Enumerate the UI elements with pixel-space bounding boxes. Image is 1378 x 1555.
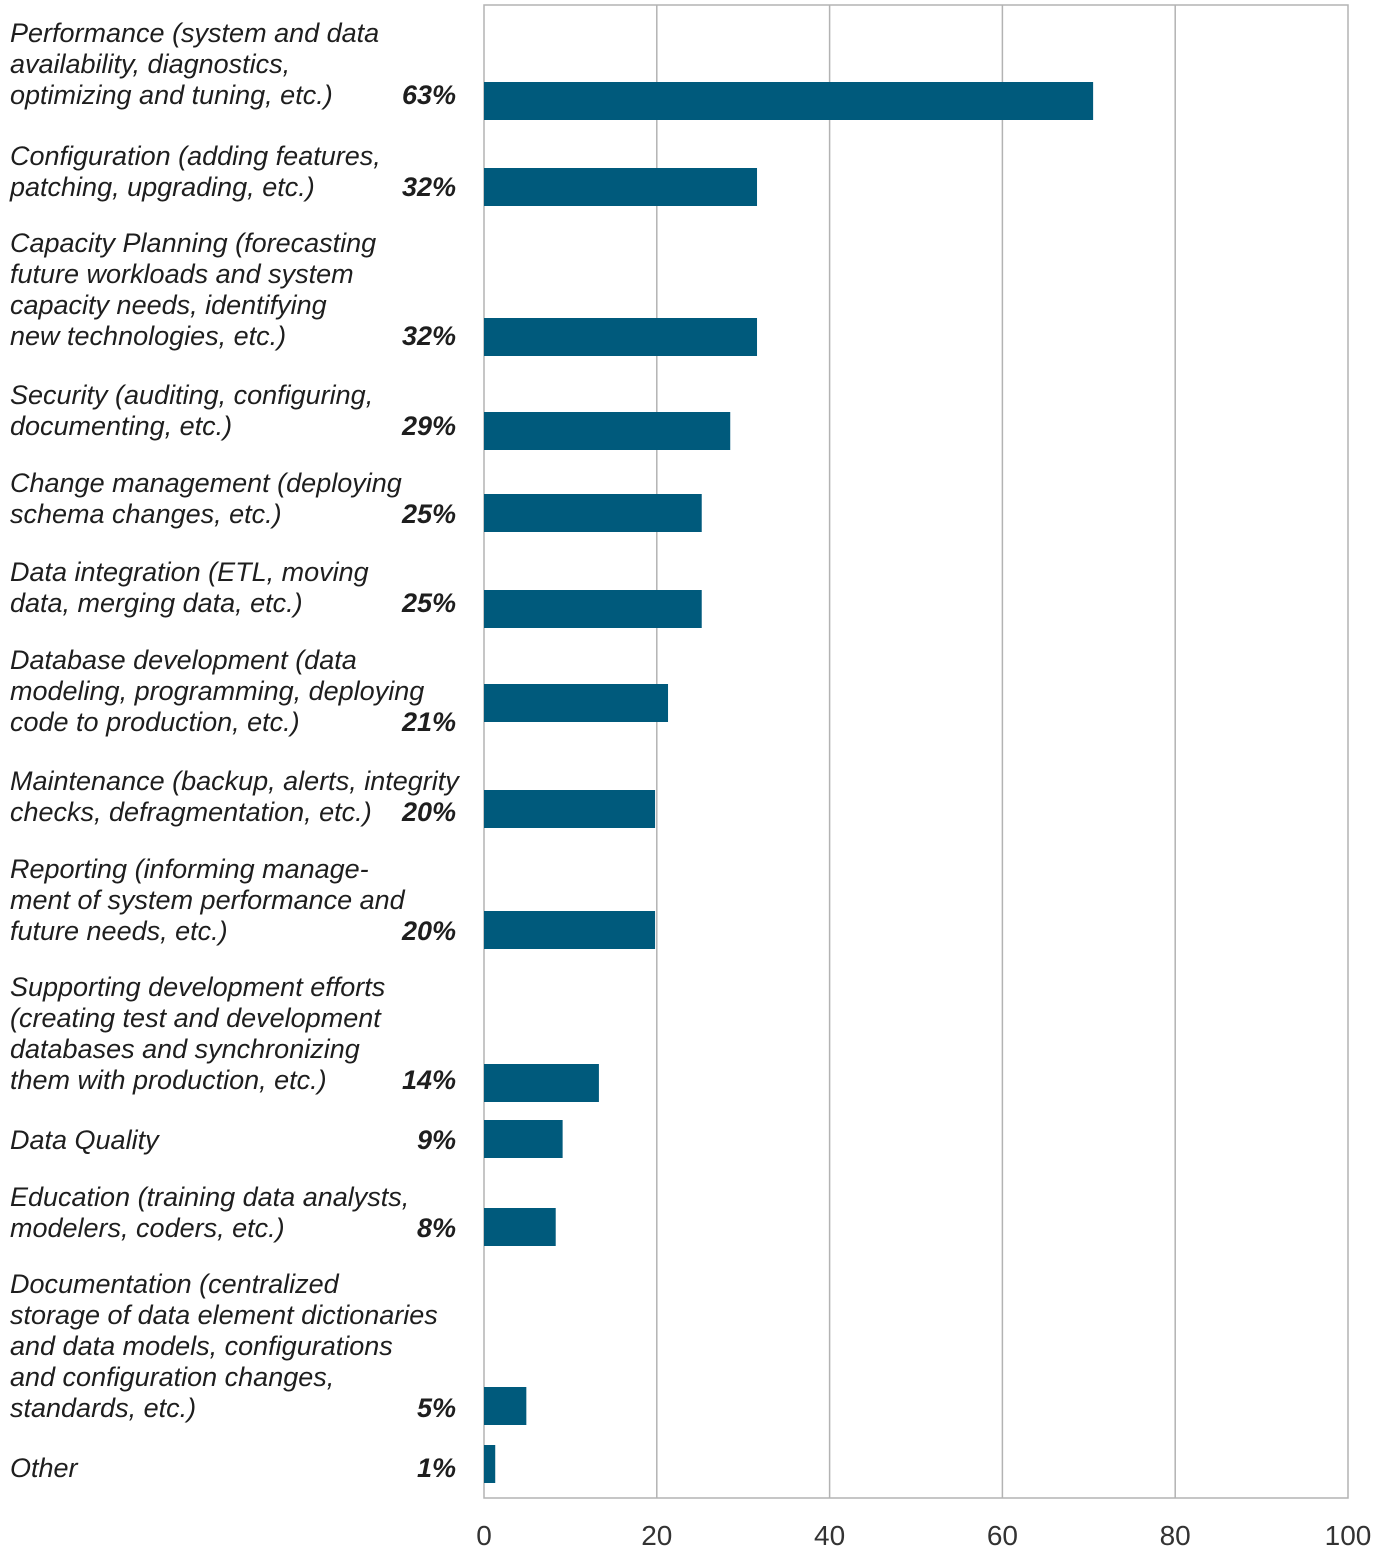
plot-frame [483, 4, 1349, 1499]
value-label: 25% [401, 499, 456, 529]
bar [484, 684, 669, 722]
value-label: 29% [401, 411, 456, 441]
category-label: Maintenance (backup, alerts, integrity ch… [10, 766, 460, 827]
bar [484, 412, 731, 450]
bar [484, 168, 758, 206]
category-label: Supporting development efforts (creating … [10, 972, 385, 1095]
bar [484, 1064, 599, 1102]
value-label: 21% [401, 707, 456, 737]
category-label: Configuration (adding features, patching,… [9, 141, 381, 202]
bar [484, 494, 702, 532]
value-label: 25% [401, 588, 456, 618]
category-label: Education (training data analysts, modele… [10, 1182, 409, 1243]
x-tick-label: 100 [1325, 1520, 1372, 1551]
x-axis-ticks: 0 20 40 60 80 100 [476, 1520, 1371, 1551]
value-label: 8% [417, 1213, 456, 1243]
value-label: 63% [402, 80, 456, 110]
category-label: Data integration (ETL, moving data, mergi… [10, 557, 369, 618]
x-tick-label: 20 [641, 1520, 672, 1551]
category-label: Security (auditing, configuring, document… [10, 380, 373, 441]
category-labels: Performance (system and data availability… [9, 18, 460, 1483]
category-label: Documentation (centralized storage of dat… [10, 1269, 438, 1423]
value-label: 1% [417, 1453, 456, 1483]
bars [484, 82, 1094, 1483]
value-label: 20% [401, 916, 456, 946]
category-label: Change management (deploying schema chang… [10, 468, 402, 529]
category-label: Performance (system and data availability… [10, 18, 379, 110]
bar [484, 790, 656, 828]
bar [484, 318, 758, 356]
value-label: 14% [402, 1065, 456, 1095]
category-label: Data Quality [10, 1125, 160, 1155]
value-label: 9% [417, 1125, 456, 1155]
bar [484, 1445, 496, 1483]
x-tick-label: 80 [1160, 1520, 1191, 1551]
x-tick-label: 60 [987, 1520, 1018, 1551]
bar [484, 911, 656, 949]
x-tick-label: 40 [814, 1520, 845, 1551]
value-label: 5% [417, 1393, 456, 1423]
value-label: 32% [402, 321, 456, 351]
value-label: 20% [401, 797, 456, 827]
value-labels: 63% 32% 32% 29% 25% 25% 21% 20% 20% 14% 9% 8% 5% 1% [401, 80, 456, 1483]
category-label: Reporting (informing manage-ment of syst… [10, 854, 406, 946]
value-label: 32% [402, 172, 456, 202]
category-label: Capacity Planning (forecasting future wor… [10, 228, 376, 351]
bar [484, 82, 1094, 120]
bar [484, 1387, 527, 1425]
x-tick-label: 0 [476, 1520, 492, 1551]
bar [484, 1208, 556, 1246]
bar [484, 1120, 563, 1158]
bar [484, 590, 702, 628]
category-label: Database development (data modeling, prog… [10, 645, 424, 737]
grid-lines [483, 4, 1349, 1499]
category-label: Other [10, 1453, 79, 1483]
